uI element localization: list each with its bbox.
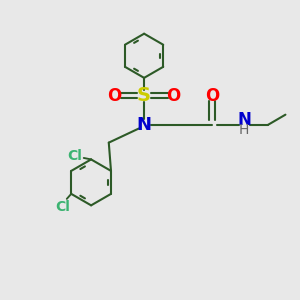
Text: S: S: [137, 86, 151, 105]
Text: Cl: Cl: [68, 149, 82, 164]
Text: O: O: [205, 86, 219, 104]
Text: H: H: [239, 123, 249, 137]
Text: N: N: [237, 111, 251, 129]
Text: N: N: [136, 116, 152, 134]
Text: Cl: Cl: [55, 200, 70, 214]
Text: O: O: [107, 86, 122, 104]
Text: O: O: [167, 86, 181, 104]
